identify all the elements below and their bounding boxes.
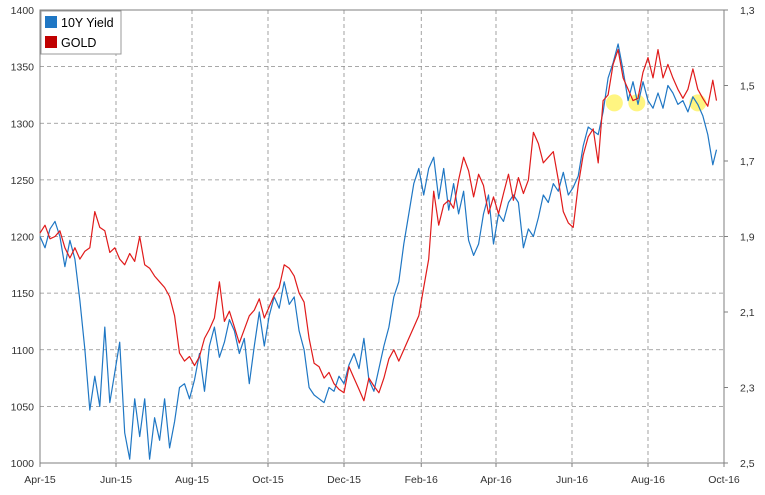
x-tick-label: Aug-16 [631,474,665,486]
right-axis-tick-labels: 1,3 1,5 1,7 1,9 2,1 2,3 2,5 [724,5,755,470]
series-line-gold [39,48,718,402]
left-tick-label: 1100 [11,345,34,357]
left-tick-label: 1050 [11,401,35,413]
right-tick-label: 1,3 [740,5,755,17]
left-axis-tick-labels: 1000 1050 1100 1150 1200 1250 1300 1350 1400 [11,5,35,470]
x-tick-label: Apr-16 [480,474,512,486]
series-line-10y-yield [39,43,718,460]
right-tick-label: 2,3 [740,383,755,395]
x-tick-label: Oct-15 [252,474,284,486]
left-tick-label: 1150 [11,288,34,300]
right-tick-label: 1,7 [740,156,755,168]
left-tick-label: 1350 [11,62,35,74]
x-tick-label: Apr-15 [24,474,56,486]
grid-lines [40,10,724,463]
x-tick-label: Oct-16 [708,474,740,486]
x-tick-label: Aug-15 [175,474,209,486]
x-tick-label: Dec-15 [327,474,361,486]
highlight-marker [605,94,623,112]
left-tick-label: 1400 [11,5,35,17]
highlight-marker [689,94,707,112]
x-tick-label: Feb-16 [405,474,438,486]
legend-swatch-10y-yield [45,16,57,28]
legend-swatch-gold [45,36,57,48]
x-axis-tick-labels: Apr-15 Jun-15 Aug-15 Oct-15 Dec-15 Feb-16 Apr-… [24,463,740,486]
left-tick-label: 1000 [11,458,35,470]
right-tick-label: 1,9 [740,232,755,244]
left-tick-label: 1250 [11,175,35,187]
legend: 10Y Yield GOLD [40,10,122,55]
right-tick-label: 1,5 [740,81,755,93]
x-tick-label: Jun-15 [100,474,132,486]
legend-label-10y-yield: 10Y Yield [61,16,114,30]
right-tick-label: 2,1 [740,307,755,319]
right-tick-label: 2,5 [740,458,755,470]
left-tick-label: 1200 [11,232,35,244]
legend-label-gold: GOLD [61,36,96,50]
left-tick-label: 1300 [11,118,35,130]
x-tick-label: Jun-16 [556,474,588,486]
series-lines [39,43,718,460]
